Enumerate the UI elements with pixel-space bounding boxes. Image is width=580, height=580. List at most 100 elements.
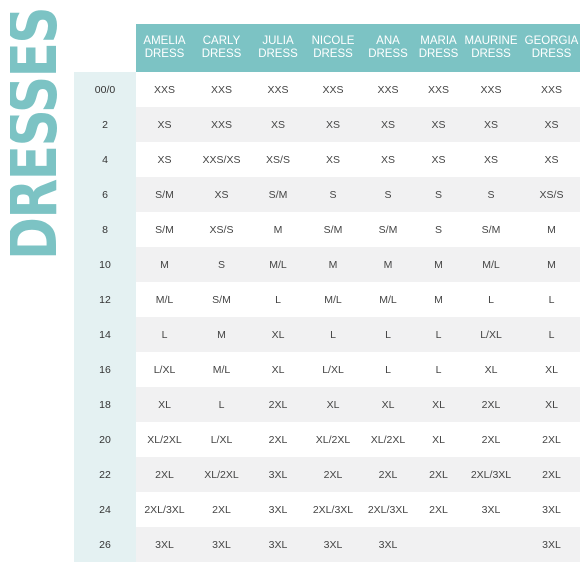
size-label: 22 — [74, 457, 136, 492]
table-cell: XS — [544, 153, 559, 166]
table-cell: 3XL — [521, 527, 580, 562]
column-header: MAURINE DRESS — [461, 24, 521, 72]
size-label: 4 — [74, 142, 136, 177]
table-cell: 2XL — [306, 457, 360, 492]
table-cell: 2XL — [360, 457, 416, 492]
table-cell: L/XL — [210, 433, 233, 446]
table-cell: S/M — [378, 223, 398, 236]
size-label: 14 — [74, 317, 136, 352]
table-cell: L/XL — [322, 363, 344, 376]
table-cell: XS — [380, 153, 395, 166]
table-cell: S/M — [136, 177, 193, 212]
size-label: 8 — [74, 212, 136, 247]
table-cell: L — [306, 317, 360, 352]
table-cell: L — [416, 317, 461, 352]
table-cell: L — [360, 317, 416, 352]
table-cell: 2XL — [481, 433, 501, 446]
table-cell: XS — [521, 107, 580, 142]
table-cell: XL — [521, 387, 580, 422]
column-header-line: ANA — [376, 35, 400, 47]
column-header-line: DRESS — [368, 48, 408, 60]
table-cell: 2XL/3XL — [312, 503, 354, 516]
column-header: ANA DRESS — [360, 24, 416, 72]
column-header-line: GEORGIA — [524, 35, 579, 47]
table-cell: XL — [250, 317, 306, 352]
table-cell: XL — [416, 387, 461, 422]
table-cell: M — [193, 317, 250, 352]
table-cell: XL/2XL — [147, 433, 182, 446]
table-cell: XXS — [377, 83, 399, 96]
table-cell — [461, 527, 521, 562]
size-label: 26 — [74, 527, 136, 562]
table-cell: 2XL — [416, 457, 461, 492]
size-chart-table: AMELIA DRESS CARLY DRESS JULIA DRESS NICOLE DRE… — [74, 24, 580, 562]
table-cell: S — [360, 177, 416, 212]
table-cell: L — [385, 363, 391, 376]
table-cell: XS — [325, 153, 340, 166]
column-header-line: DRESS — [258, 48, 298, 60]
table-cell: M/L — [155, 293, 174, 306]
table-cell: L — [435, 363, 442, 376]
table-cell: 2XL/3XL — [461, 457, 521, 492]
column-header: NICOLE DRESS — [306, 24, 360, 72]
table-cell: 2XL — [250, 387, 306, 422]
table-cell: XS — [360, 107, 416, 142]
table-corner — [74, 24, 136, 72]
table-cell: L/XL — [153, 363, 176, 376]
table-cell: S — [306, 177, 360, 212]
table-cell: M/L — [379, 293, 397, 306]
table-cell: 2XL/3XL — [367, 503, 409, 516]
table-cell — [416, 527, 461, 562]
table-cell: 2XL/3XL — [144, 503, 185, 516]
table-cell: XXS — [210, 83, 232, 96]
table-cell: M — [273, 223, 283, 236]
table-cell: S — [193, 247, 250, 282]
size-label: 00/0 — [74, 72, 136, 107]
table-cell: L — [521, 317, 580, 352]
table-cell: XS — [193, 177, 250, 212]
column-header: JULIA DRESS — [250, 24, 306, 72]
table-cell: M — [547, 223, 556, 236]
table-cell: S — [416, 177, 461, 212]
table-cell: XXS — [322, 83, 344, 96]
table-cell: M — [360, 247, 416, 282]
column-header-line: DRESS — [471, 48, 511, 60]
size-label: 6 — [74, 177, 136, 212]
column-header: MARIA DRESS — [416, 24, 461, 72]
table-cell: 2XL — [461, 387, 521, 422]
table-cell: M — [416, 247, 461, 282]
column-header-line: MAURINE — [464, 35, 518, 47]
size-label: 10 — [74, 247, 136, 282]
table-cell: XL — [271, 363, 285, 376]
table-cell: XL — [484, 363, 498, 376]
column-header-line: NICOLE — [311, 35, 355, 47]
table-cell: S — [461, 177, 521, 212]
table-cell: XL — [136, 387, 193, 422]
table-cell: XS/S — [266, 153, 290, 166]
column-header-line: AMELIA — [143, 35, 186, 47]
table-cell: 3XL — [268, 503, 288, 516]
table-cell: L — [275, 293, 281, 306]
table-cell: L — [136, 317, 193, 352]
table-cell: XS — [250, 107, 306, 142]
table-cell: 2XL — [429, 503, 448, 516]
table-cell: 3XL — [542, 503, 561, 516]
table-cell: XXS — [427, 83, 449, 96]
table-cell: 3XL — [136, 527, 193, 562]
table-cell: L/XL — [461, 317, 521, 352]
table-cell: L — [193, 387, 250, 422]
size-label: 2 — [74, 107, 136, 142]
table-cell: XL/2XL — [193, 457, 250, 492]
table-cell: L — [548, 293, 555, 306]
table-cell: XS — [306, 107, 360, 142]
table-cell: XS — [416, 107, 461, 142]
column-header-line: CARLY — [202, 35, 241, 47]
table-cell: XL/2XL — [370, 433, 406, 446]
size-label: 24 — [74, 492, 136, 527]
size-label: 12 — [74, 282, 136, 317]
table-cell: XS — [431, 153, 446, 166]
column-header: CARLY DRESS — [193, 24, 250, 72]
column-header: GEORGIA DRESS — [521, 24, 580, 72]
table-cell: M/L — [212, 363, 231, 376]
column-header-line: DRESS — [313, 48, 353, 60]
